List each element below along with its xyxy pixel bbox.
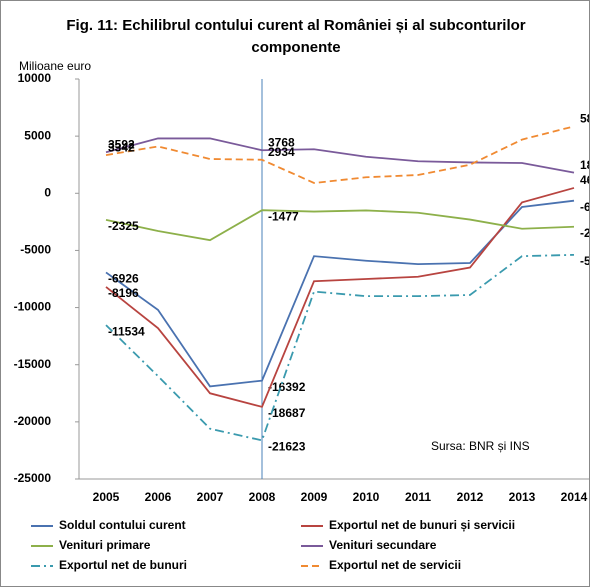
- data-label: -11534: [108, 324, 145, 338]
- y-tick-label: 0: [44, 185, 51, 199]
- x-tick-label: 2008: [249, 490, 276, 504]
- y-tick-label: 5000: [24, 128, 51, 142]
- series-line: [105, 187, 575, 408]
- data-label: 3342: [108, 140, 135, 154]
- series-line: [105, 253, 575, 442]
- y-tick-label: -5000: [20, 243, 51, 257]
- data-label: 3592: [108, 137, 135, 151]
- x-tick-label: 2006: [145, 490, 172, 504]
- data-label: 2934: [268, 145, 295, 159]
- x-tick-label: 2014: [561, 490, 588, 504]
- data-label: -648: [580, 200, 589, 214]
- data-label: 468: [580, 173, 589, 187]
- data-label: -5387: [580, 254, 589, 268]
- data-label: 1809: [580, 158, 589, 172]
- x-tick-label: 2005: [93, 490, 120, 504]
- x-tick-label: 2009: [301, 490, 328, 504]
- legend-label: Exportul net de bunuri: [59, 558, 187, 572]
- data-label: 3768: [268, 135, 295, 149]
- data-label: -21623: [268, 440, 306, 454]
- x-tick-label: 2010: [353, 490, 380, 504]
- data-label: -2325: [108, 219, 139, 233]
- series-line: [105, 125, 575, 184]
- legend-label: Venituri primare: [59, 538, 151, 552]
- x-tick-label: 2013: [509, 490, 536, 504]
- legend-label: Exportul net de servicii: [329, 558, 461, 572]
- y-tick-label: 10000: [18, 71, 52, 85]
- chart-title: Fig. 11: Echilibrul contului curent al R…: [66, 17, 526, 56]
- y-tick-label: -15000: [14, 357, 52, 371]
- data-label: -2928: [580, 226, 589, 240]
- series-line: [105, 209, 575, 242]
- data-label: -1477: [268, 209, 299, 223]
- series-line: [105, 137, 575, 174]
- y-tick-label: -10000: [14, 300, 52, 314]
- y-axis-title: Milioane euro: [19, 59, 91, 73]
- legend-label: Exportul net de bunuri și servicii: [329, 518, 515, 532]
- data-label: -18687: [268, 406, 306, 420]
- data-label: -16392: [268, 380, 306, 394]
- data-label: 5857: [580, 112, 589, 126]
- legend-label: Soldul contului curent: [59, 518, 186, 532]
- x-tick-label: 2012: [457, 490, 484, 504]
- y-tick-label: -25000: [14, 471, 52, 485]
- x-tick-label: 2011: [405, 490, 431, 504]
- data-label: -8196: [108, 286, 139, 300]
- annotation: Sursa: BNR și INS: [431, 439, 530, 453]
- data-label: -6926: [108, 272, 139, 286]
- y-tick-label: -20000: [14, 414, 52, 428]
- legend-label: Venituri secundare: [329, 538, 437, 552]
- x-tick-label: 2007: [197, 490, 224, 504]
